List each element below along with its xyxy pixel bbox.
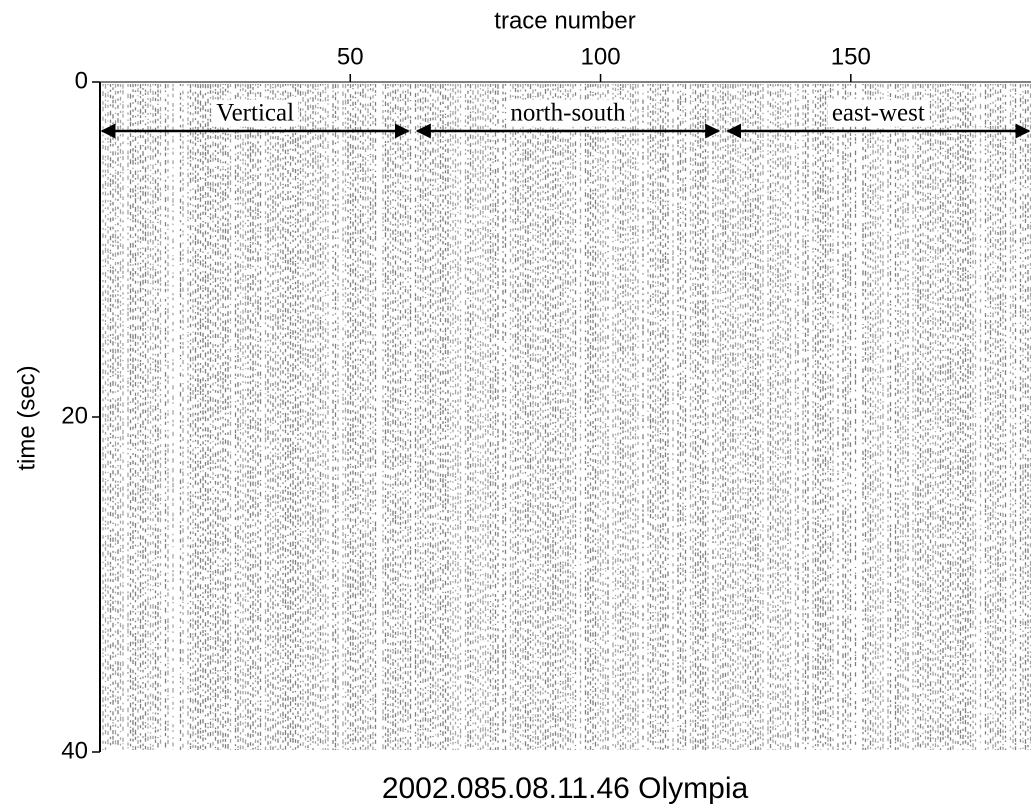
- x-tick-label: 100: [581, 43, 621, 70]
- y-tick-label: 40: [61, 737, 88, 764]
- y-tick-label: 20: [61, 402, 88, 429]
- annotation-label: Vertical: [216, 100, 294, 127]
- y-axis-label: time (sec): [13, 365, 40, 470]
- annotation-label: east-west: [832, 100, 925, 127]
- annotation-background: [212, 99, 299, 127]
- x-tick-label: 150: [831, 43, 871, 70]
- x-tick-label: 50: [337, 43, 364, 70]
- y-tick-label: 0: [75, 67, 88, 94]
- footer-title: 2002.085.08.11.46 Olympia: [382, 772, 749, 805]
- annotation-background: [827, 99, 929, 127]
- annotation-label: north-south: [510, 100, 626, 127]
- annotation-background: [506, 99, 631, 127]
- trace-texture: [102, 84, 1031, 750]
- x-axis-label: trace number: [494, 7, 635, 34]
